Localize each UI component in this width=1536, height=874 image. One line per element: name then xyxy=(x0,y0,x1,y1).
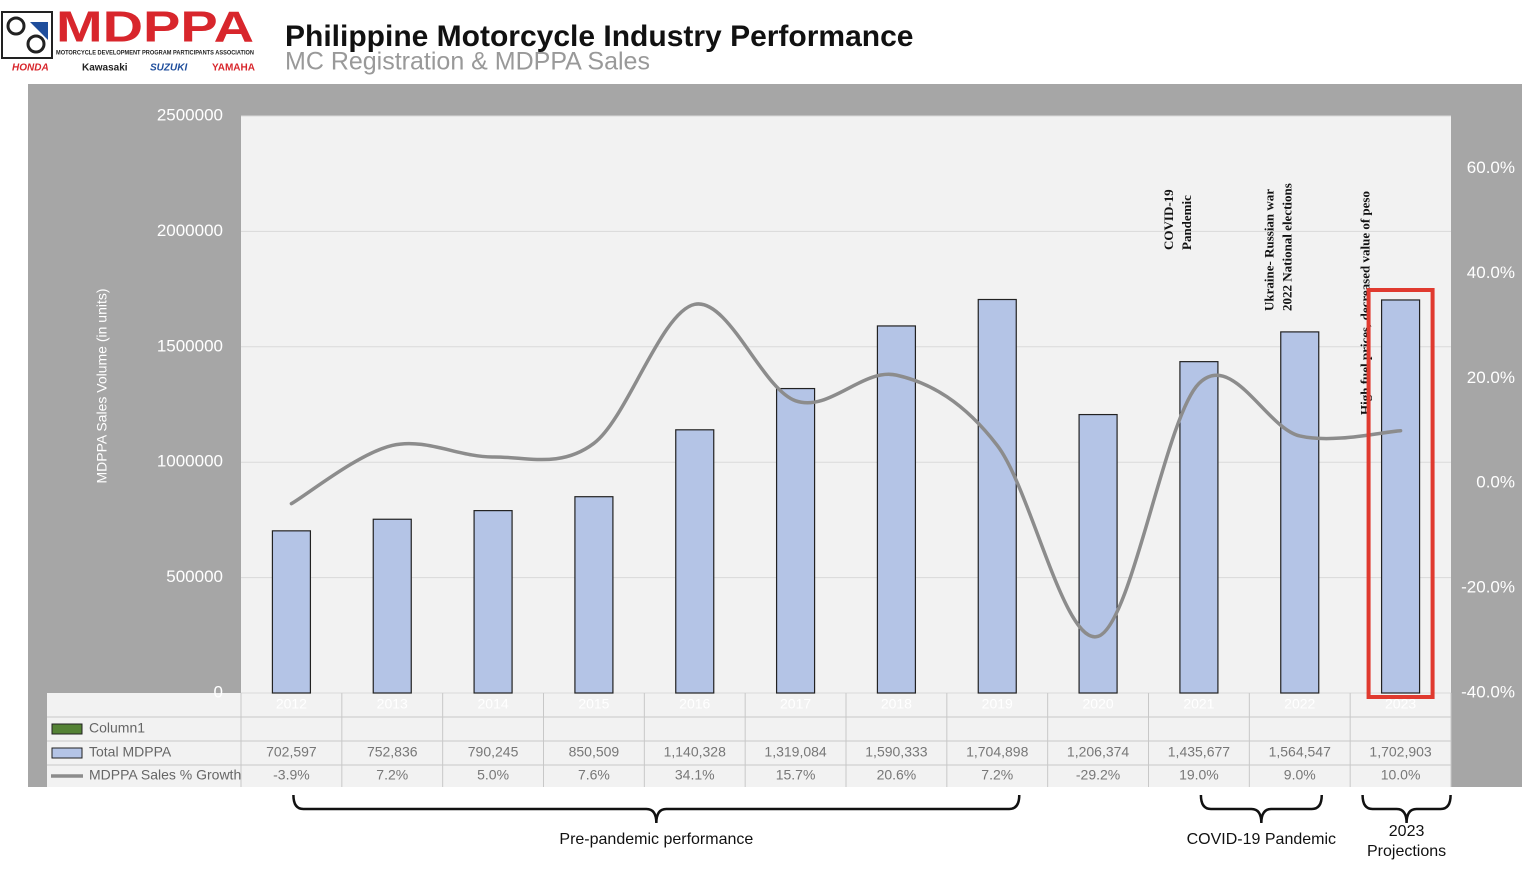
bar xyxy=(977,298,1017,694)
table-value: 10.0% xyxy=(1381,767,1421,783)
x-tick-label: 2012 xyxy=(276,696,307,712)
bar xyxy=(1179,361,1219,694)
table-value: 1,564,547 xyxy=(1269,744,1331,760)
data-table xyxy=(47,693,1451,787)
chart-title: Philippine Motorcycle Industry Performan… xyxy=(285,20,913,53)
period-bracket xyxy=(1361,794,1452,824)
table-value: 7.2% xyxy=(376,767,408,783)
chart-subtitle: MC Registration & MDPPA Sales xyxy=(285,48,650,76)
brand: YAMAHA xyxy=(212,63,255,74)
growth-line xyxy=(289,302,1403,639)
x-tick-label: 2022 xyxy=(1284,696,1315,712)
bar xyxy=(473,510,513,694)
table-value: 1,140,328 xyxy=(664,744,726,760)
table-value: 1,702,903 xyxy=(1369,744,1431,760)
table-value: 1,319,084 xyxy=(764,744,826,760)
x-tick-label: 2016 xyxy=(679,696,710,712)
x-tick-label: 2015 xyxy=(578,696,609,712)
annotation: 2022 National elections xyxy=(1280,183,1295,311)
logo-name: MDPPA xyxy=(56,3,254,52)
y2-tick-label: -40.0% xyxy=(1461,682,1515,701)
y-tick-label: 2500000 xyxy=(157,105,223,124)
bar xyxy=(271,530,312,694)
legend-key xyxy=(51,723,83,735)
annotation: Ukraine- Russian war xyxy=(1262,189,1277,311)
logo-full-name: MOTORCYCLE DEVELOPMENT PROGRAM PARTICIPA… xyxy=(56,51,254,57)
table-value: 7.6% xyxy=(578,767,610,783)
table-value: 5.0% xyxy=(477,767,509,783)
table-value: 752,836 xyxy=(367,744,418,760)
brand: HONDA xyxy=(12,63,49,74)
table-value: 790,245 xyxy=(468,744,519,760)
annotation: Pandemic xyxy=(1179,195,1194,250)
table-value: 9.0% xyxy=(1284,767,1316,783)
table-value: 34.1% xyxy=(675,767,715,783)
y-axis-label: MDPPA Sales Volume (in units) xyxy=(94,288,110,483)
logo: MDPPA MOTORCYCLE DEVELOPMENT PROGRAM PAR… xyxy=(1,3,255,74)
y2-tick-label: 60.0% xyxy=(1467,158,1515,177)
period-bracket xyxy=(292,794,1021,824)
x-tick-label: 2018 xyxy=(881,696,912,712)
x-tick-label: 2017 xyxy=(780,696,811,712)
table-value: -29.2% xyxy=(1076,767,1120,783)
logo-icon xyxy=(26,34,46,54)
y2-tick-label: -20.0% xyxy=(1461,578,1515,597)
bar xyxy=(876,325,917,694)
y2-tick-label: 20.0% xyxy=(1467,368,1515,387)
table-value: 702,597 xyxy=(266,744,317,760)
table-value: 20.6% xyxy=(877,767,917,783)
table-value: 15.7% xyxy=(776,767,816,783)
bar xyxy=(675,429,715,694)
y-tick-label: 2000000 xyxy=(157,221,223,240)
bar xyxy=(1380,299,1421,694)
table-value: -3.9% xyxy=(273,767,310,783)
y2-tick-label: 0.0% xyxy=(1476,473,1515,492)
period-label: Projections xyxy=(1367,843,1446,860)
legend-label: MDPPA Sales % Growth xyxy=(89,767,241,783)
x-tick-label: 2023 xyxy=(1385,696,1416,712)
bar xyxy=(1078,413,1118,694)
y2-tick-label: 40.0% xyxy=(1467,263,1515,282)
brand: Kawasaki xyxy=(82,63,128,74)
period-bracket xyxy=(1199,794,1323,824)
y-tick-label: 500000 xyxy=(166,567,223,586)
plot-area xyxy=(241,116,1451,693)
highlight-box xyxy=(1366,288,1435,699)
table-value: 1,704,898 xyxy=(966,744,1028,760)
x-tick-label: 2014 xyxy=(478,696,509,712)
table-value: 7.2% xyxy=(981,767,1013,783)
table-value: 850,509 xyxy=(569,744,620,760)
table-value: 1,435,677 xyxy=(1168,744,1230,760)
y-tick-label: 0 xyxy=(214,682,223,701)
y-tick-label: 1000000 xyxy=(157,452,223,471)
table-value: 1,206,374 xyxy=(1067,744,1129,760)
legend-key xyxy=(51,747,83,759)
brand: SUZUKI xyxy=(150,63,187,74)
table-value: 1,590,333 xyxy=(865,744,927,760)
x-tick-label: 2021 xyxy=(1183,696,1214,712)
bar xyxy=(372,518,412,694)
annotation: COVID-19 xyxy=(1161,189,1176,250)
bar xyxy=(1280,331,1320,694)
bar xyxy=(574,496,614,694)
logo-icon xyxy=(6,16,26,36)
legend-label: Column1 xyxy=(89,720,145,736)
x-tick-label: 2013 xyxy=(377,696,408,712)
period-label: COVID-19 Pandemic xyxy=(1187,831,1336,848)
x-tick-label: 2019 xyxy=(982,696,1013,712)
logo-icon xyxy=(30,22,48,40)
y-tick-label: 1500000 xyxy=(157,336,223,355)
x-tick-label: 2020 xyxy=(1083,696,1114,712)
legend-label: Total MDPPA xyxy=(89,744,172,760)
table-value: 19.0% xyxy=(1179,767,1219,783)
bar xyxy=(775,387,816,694)
period-label: 2023 xyxy=(1389,823,1425,840)
period-label: Pre-pandemic performance xyxy=(559,831,753,848)
